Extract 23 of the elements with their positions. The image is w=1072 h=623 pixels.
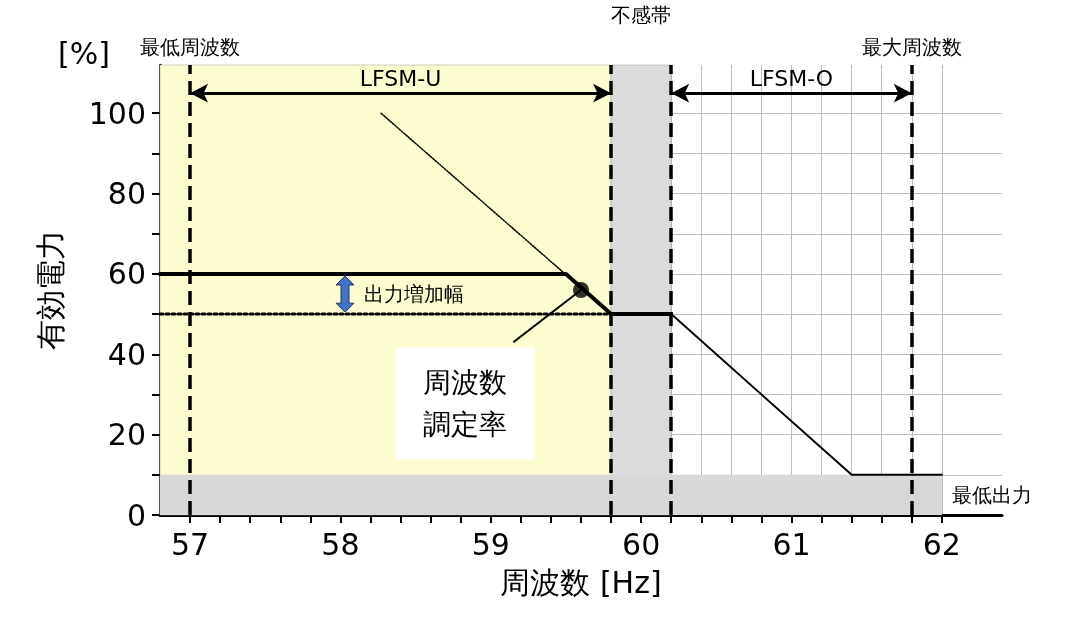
band-label: 最低出力 [951, 482, 1032, 507]
x-axis-title: 周波数 [Hz] [500, 564, 662, 600]
annotation: LFSM-O [749, 65, 834, 91]
x-tick-label: 59 [471, 526, 510, 562]
annotation: 周波数調定率 [423, 365, 508, 441]
band-label: 不感帯 [611, 2, 672, 27]
annotation: 出力増加幅 [363, 282, 464, 307]
x-tick-label: 58 [321, 526, 360, 562]
x-tick-label: 60 [622, 526, 661, 562]
x-tick-label: 61 [772, 526, 811, 562]
annotation: LFSM-U [359, 65, 442, 91]
y-tick-label: 100 [88, 95, 146, 131]
y-axis-title: 有効電力 [32, 230, 68, 350]
ref-line-label: 最低周波数 [140, 35, 241, 59]
x-tick-label: 62 [922, 526, 961, 562]
ref-line-label: 最大周波数 [861, 35, 962, 59]
text: [%] [58, 35, 110, 71]
y-tick-label: 40 [107, 336, 146, 372]
y-tick-label: 80 [107, 176, 146, 212]
y-tick-label: 60 [107, 256, 146, 292]
y-tick-label: 20 [107, 417, 146, 453]
x-tick-label: 57 [170, 526, 210, 562]
y-tick-label: 0 [126, 497, 146, 533]
